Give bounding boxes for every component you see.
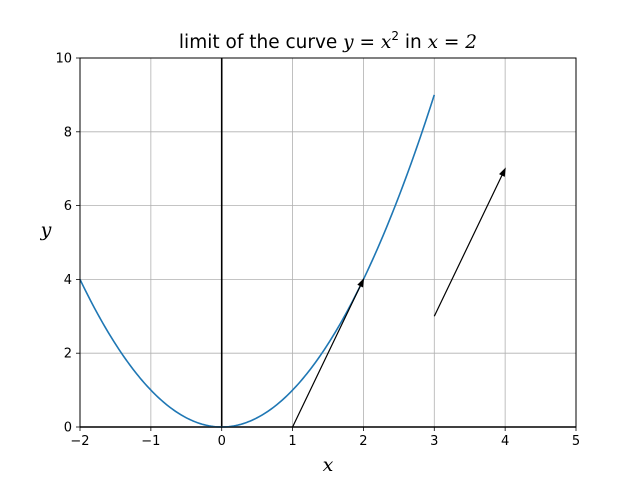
x-tick-label: 2 [359,434,367,449]
x-tick-label: 3 [430,434,438,449]
series-layer [79,94,436,428]
y-axis-label: y [40,219,52,241]
x-tick-label: 0 [218,434,226,449]
y-tick-label: 0 [64,421,72,436]
y-tick-label: 10 [55,52,72,67]
zero-axis-lines [80,58,576,428]
x-tick-label: 4 [501,434,509,449]
ticks: −2 −1 0 1 2 3 4 5 0 2 4 6 8 10 [55,52,580,450]
chart-title: limit of the curve y = x2 in x = 2 [179,29,477,53]
y-tick-label: 2 [64,347,72,362]
arrow-shaft [292,285,361,428]
x-tick-label: −1 [141,434,160,449]
arrow-shaft [433,174,503,317]
x-tick-label: 5 [572,434,580,449]
x-axis-label: x [323,454,334,476]
curve-line [79,94,436,428]
y-tick-label: 6 [64,199,72,214]
arrow-head [357,278,365,288]
arrow-head [499,167,506,177]
x-tick-label: −2 [70,434,89,449]
y-tick-label: 4 [64,273,72,288]
x-tick-label: 1 [288,434,296,449]
y-tick-label: 8 [64,125,72,140]
arrows-layer [292,167,506,428]
grid [79,57,577,428]
plot-area-frame [79,57,577,428]
